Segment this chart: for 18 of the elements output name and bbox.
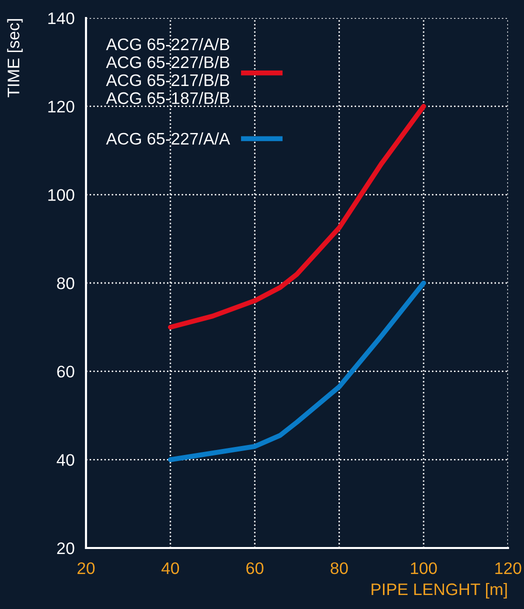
legend-label: ACG 65-227/A/A	[106, 132, 230, 145]
y-tick-label: 100	[48, 189, 74, 201]
x-tick-label: 80	[330, 562, 348, 574]
line-series	[168, 280, 426, 462]
y-tick-label: 40	[56, 454, 74, 466]
y-axis-title: TIME [sec]	[7, 19, 23, 98]
x-tick-label: 60	[246, 562, 264, 574]
x-tick-label: 100	[410, 562, 437, 574]
legend-label: ACG 65-227/A/B ACG 65-227/B/B ACG 65-217/B/B ACG 65-187/B/B	[106, 38, 230, 104]
x-axis-title: PIPE LENGHT [m]	[372, 582, 507, 599]
y-tick-label: 80	[57, 277, 74, 290]
y-tick-label: 60	[57, 366, 74, 378]
x-tick-label: 120	[495, 562, 522, 574]
y-tick-label: 140	[48, 12, 74, 24]
x-tick-label: 20	[78, 562, 95, 574]
x-tick-label: 40	[162, 562, 180, 574]
y-tick-label: 20	[57, 542, 74, 554]
y-tick-label: 120	[48, 100, 74, 113]
